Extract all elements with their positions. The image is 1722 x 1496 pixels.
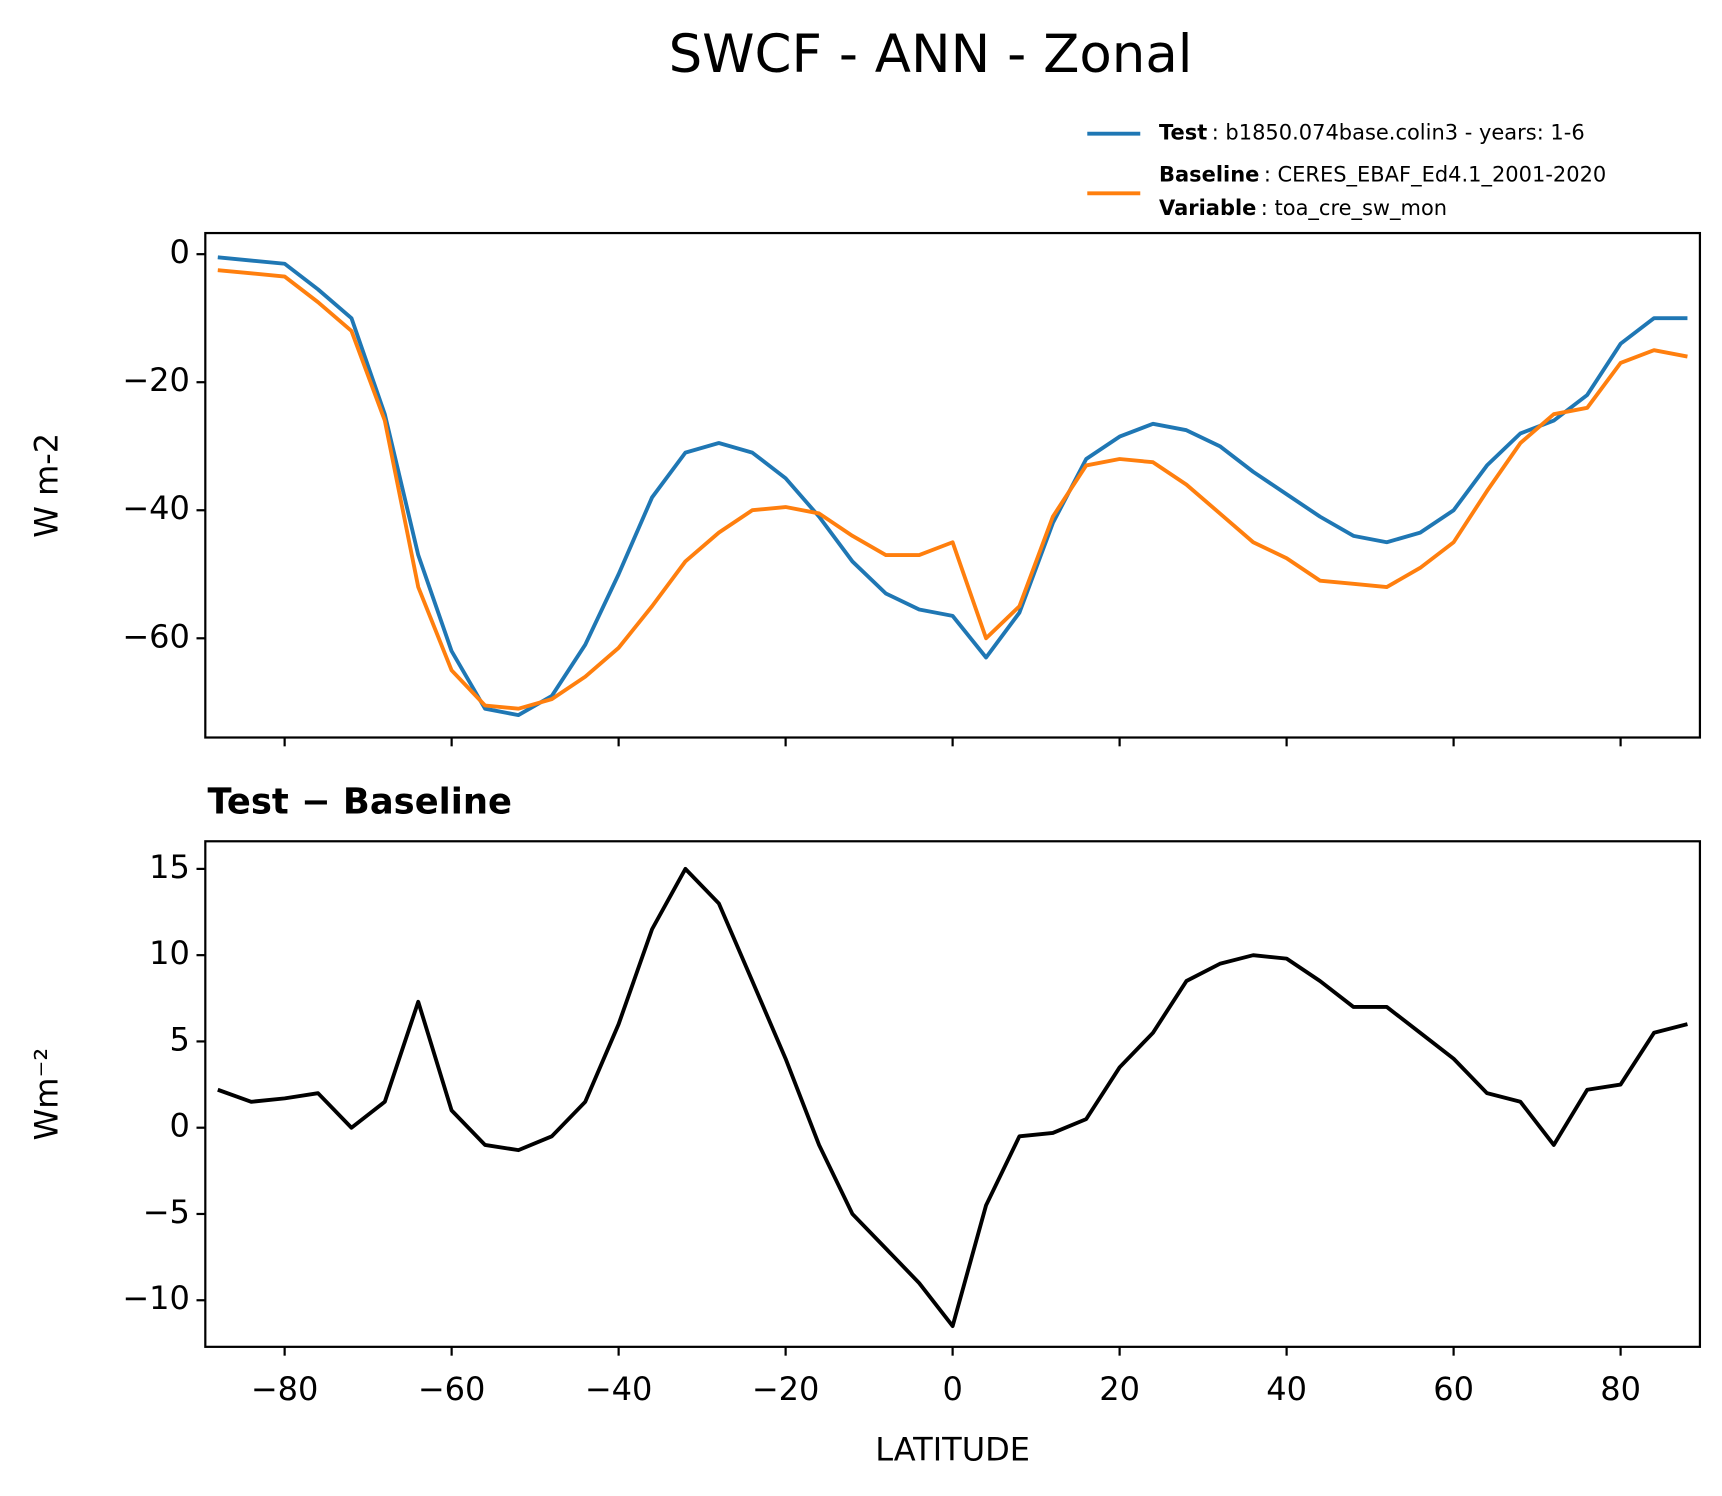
y-tick-label: −5 — [143, 1193, 190, 1231]
x-tick-label: −40 — [585, 1370, 653, 1408]
legend-name: Baseline — [1159, 163, 1259, 187]
x-tick-label: 60 — [1433, 1370, 1474, 1408]
legend-label: Test: b1850.074base.colin3 - years: 1-6 — [1159, 121, 1585, 145]
x-tick-label: −20 — [752, 1370, 820, 1408]
subplot-title: Test − Baseline — [208, 782, 512, 823]
data-line — [217, 866, 1688, 1329]
x-axis-label: LATITUDE — [875, 1431, 1030, 1469]
legend-name: Variable — [1159, 196, 1256, 220]
legend-text: : toa_cre_sw_mon — [1261, 196, 1447, 221]
y-tick-label: −10 — [122, 1279, 190, 1317]
legend-text: : CERES_EBAF_Ed4.1_2001-2020 — [1264, 163, 1606, 188]
y-axis-label: W m-2 — [28, 433, 66, 538]
x-tick-label: 80 — [1600, 1370, 1641, 1408]
data-line — [217, 255, 1688, 718]
x-tick-label: 0 — [942, 1370, 962, 1408]
y-tick-label: 15 — [149, 848, 190, 886]
plot-frame — [204, 840, 1702, 1348]
x-tick-label: −60 — [418, 1370, 486, 1408]
y-tick-label: −20 — [122, 361, 190, 399]
x-tick-label: 40 — [1266, 1370, 1307, 1408]
y-tick-label: −40 — [122, 489, 190, 527]
legend-label: Variable: toa_cre_sw_mon — [1159, 196, 1447, 221]
x-tick-label: 20 — [1099, 1370, 1140, 1408]
legend-name: Test — [1159, 121, 1207, 145]
y-tick-label: −60 — [122, 617, 190, 655]
y-tick-label: 0 — [170, 1107, 190, 1145]
y-tick-label: 5 — [170, 1020, 190, 1058]
data-line — [217, 268, 1688, 711]
figure-title: SWCF - ANN - Zonal — [669, 24, 1193, 85]
y-tick-label: 10 — [149, 934, 190, 972]
y-tick-label: 0 — [170, 233, 190, 271]
x-tick-label: −80 — [251, 1370, 319, 1408]
legend-label: Baseline: CERES_EBAF_Ed4.1_2001-2020 — [1159, 163, 1606, 188]
legend-text: : b1850.074base.colin3 - years: 1-6 — [1212, 121, 1585, 145]
plot-frame — [204, 231, 1702, 739]
y-axis-label: Wm⁻² — [28, 1048, 66, 1141]
